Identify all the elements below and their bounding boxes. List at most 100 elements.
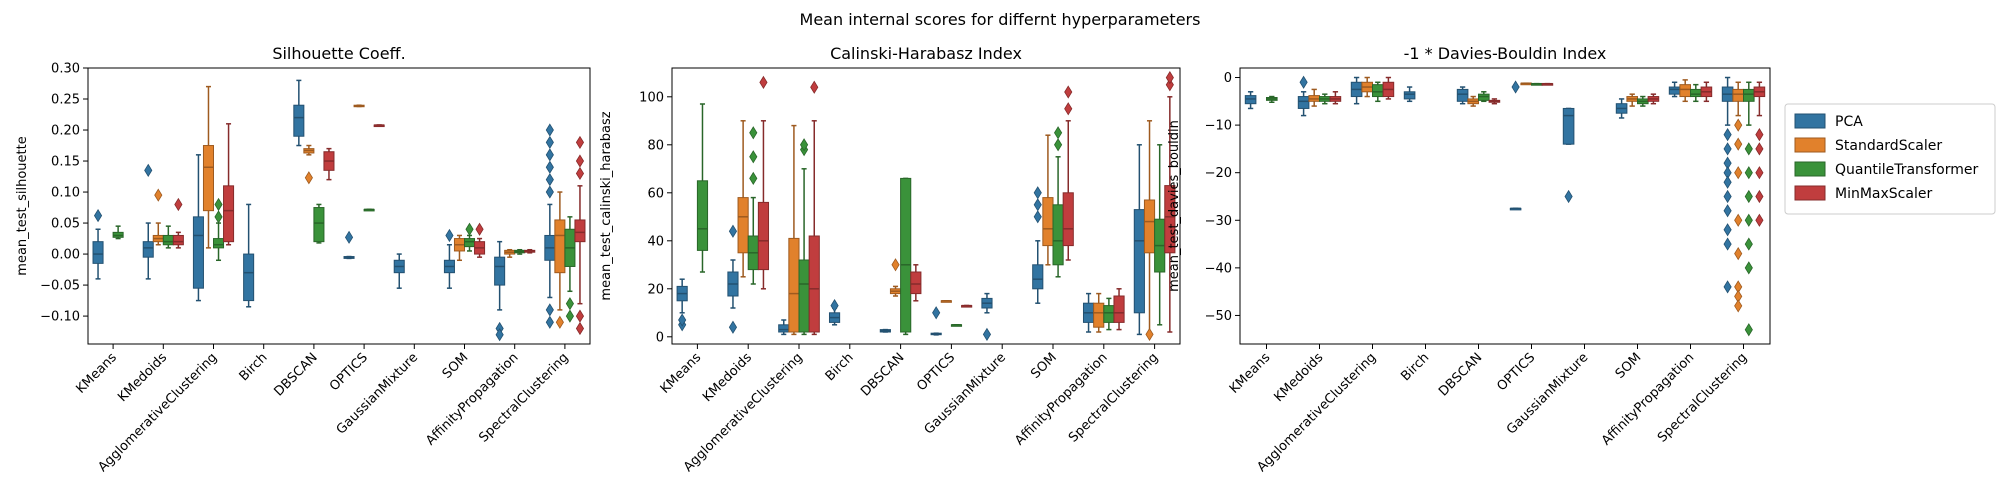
outlier-point bbox=[1744, 323, 1753, 337]
outlier-point bbox=[174, 197, 183, 212]
legend-swatch bbox=[1794, 185, 1826, 201]
y-tick-label: −10 bbox=[1205, 119, 1232, 134]
box-body bbox=[737, 197, 749, 254]
figure-suptitle: Mean internal scores for differnt hyperp… bbox=[800, 10, 1201, 29]
box-KMedoids-MinMaxScaler bbox=[757, 75, 770, 290]
legend-entry: QuantileTransformer bbox=[1794, 161, 1978, 178]
box-body bbox=[313, 207, 325, 243]
y-tick-label: −40 bbox=[1205, 261, 1232, 276]
box-AffinityPropagation-QuantileTransformer bbox=[1690, 83, 1702, 103]
box-body bbox=[464, 238, 476, 248]
y-tick-label: 0.00 bbox=[51, 248, 80, 263]
box-SpectralClustering-PCA bbox=[1721, 76, 1734, 294]
box-OPTICS-MinMaxScaler bbox=[373, 124, 385, 128]
y-tick-label: 0.15 bbox=[51, 155, 80, 170]
outlier-point bbox=[545, 123, 554, 137]
outlier-point bbox=[678, 313, 687, 327]
box-SOM-MinMaxScaler bbox=[1647, 93, 1660, 105]
outlier-point bbox=[1734, 299, 1743, 313]
outlier-point bbox=[1755, 142, 1764, 156]
box-AgglomerativeClustering-PCA bbox=[192, 154, 204, 302]
box-body bbox=[202, 145, 215, 212]
box-body bbox=[1143, 199, 1156, 254]
outlier-point bbox=[830, 298, 839, 313]
box-body bbox=[162, 234, 174, 246]
outlier-point bbox=[1723, 128, 1732, 142]
box-SpectralClustering-PCA bbox=[544, 123, 556, 329]
subplot-title: -1 * Davies-Bouldin Index bbox=[1404, 44, 1607, 63]
outlier-point bbox=[575, 154, 585, 168]
box-body bbox=[778, 324, 790, 333]
box-KMedoids-QuantileTransformer bbox=[162, 225, 174, 249]
outlier-point bbox=[144, 163, 153, 177]
outlier-point bbox=[749, 126, 758, 140]
y-tick-label: 60 bbox=[647, 186, 664, 201]
box-SOM-QuantileTransformer bbox=[1637, 95, 1649, 107]
box-KMeans-QuantileTransformer bbox=[112, 225, 124, 240]
box-body bbox=[243, 253, 255, 302]
outlier-point bbox=[575, 166, 585, 181]
outlier-point bbox=[214, 197, 223, 212]
outlier-point bbox=[1723, 142, 1732, 156]
box-KMeans-PCA bbox=[1244, 91, 1257, 110]
box-body bbox=[788, 237, 800, 333]
box-body bbox=[1743, 88, 1755, 102]
box-AgglomerativeClustering-StandardScaler bbox=[1361, 76, 1374, 98]
legend-entry: PCA bbox=[1794, 113, 1863, 130]
box-DBSCAN-MinMaxScaler bbox=[1488, 98, 1501, 105]
y-tick-label: −50 bbox=[1205, 309, 1232, 324]
outlier-point bbox=[545, 303, 554, 317]
outlier-point bbox=[749, 150, 758, 164]
outlier-point bbox=[1734, 118, 1743, 132]
axes-frame bbox=[1239, 67, 1771, 345]
outlier-point bbox=[1165, 78, 1174, 92]
outlier-point bbox=[445, 228, 454, 243]
subplot-title: Silhouette Coeff. bbox=[272, 44, 405, 63]
subplot-2: 020406080100KMeansKMedoidsAgglomerativeC… bbox=[599, 44, 1181, 475]
box-SpectralClustering-StandardScaler bbox=[554, 191, 566, 329]
outlier-point bbox=[1734, 246, 1743, 261]
box-AffinityPropagation-QuantileTransformer bbox=[514, 248, 526, 255]
outlier-point bbox=[1723, 189, 1732, 204]
box-SOM-PCA bbox=[1615, 98, 1628, 119]
outlier-point bbox=[1511, 80, 1520, 94]
box-body bbox=[808, 235, 820, 333]
outlier-point bbox=[1723, 223, 1732, 237]
subplot-1: −0.10 −0.05 0.00 0.05 0.10 0.15 0.20 0.25 0.30 KM… bbox=[15, 44, 591, 475]
x-tick-label: KMeans bbox=[658, 350, 705, 397]
box-SpectralClustering-QuantileTransformer bbox=[1743, 81, 1755, 337]
y-tick-label: −0.05 bbox=[40, 279, 80, 294]
x-tick-label: SOM bbox=[1613, 350, 1645, 382]
box-AgglomerativeClustering-MinMaxScaler bbox=[808, 80, 820, 336]
legend-label: StandardScaler bbox=[1835, 138, 1942, 154]
x-tick-label: Birch bbox=[1398, 350, 1432, 384]
outlier-point bbox=[545, 315, 554, 329]
outlier-point bbox=[1734, 166, 1743, 180]
box-KMedoids-QuantileTransformer bbox=[1319, 93, 1331, 105]
box-DBSCAN-QuantileTransformer bbox=[313, 203, 325, 244]
box-KMedoids-MinMaxScaler bbox=[172, 197, 184, 249]
outlier-point bbox=[575, 309, 585, 323]
outlier-point bbox=[1299, 75, 1308, 89]
x-tick-label: DBSCAN bbox=[271, 350, 320, 399]
box-DBSCAN-StandardScaler bbox=[303, 144, 315, 185]
box-body bbox=[1732, 88, 1745, 102]
box-body bbox=[757, 201, 770, 271]
box-body bbox=[1042, 197, 1054, 247]
box-body bbox=[900, 177, 912, 333]
box-AgglomerativeClustering-MinMaxScaler bbox=[223, 123, 235, 246]
x-tick-label: SpectralClustering bbox=[476, 350, 571, 445]
outlier-point bbox=[154, 188, 163, 202]
box-SpectralClustering-QuantileTransformer bbox=[564, 216, 576, 323]
box-KMedoids-StandardScaler bbox=[737, 120, 749, 278]
box-body bbox=[192, 216, 204, 289]
box-KMedoids-PCA bbox=[1297, 75, 1310, 117]
box-body bbox=[1093, 302, 1105, 328]
box-OPTICS-StandardScaler bbox=[940, 300, 952, 303]
y-tick-label: 20 bbox=[647, 282, 664, 297]
y-axis-label: mean_test_silhouette bbox=[15, 136, 30, 275]
x-tick-label: AffinityPropagation bbox=[1012, 350, 1110, 448]
box-DBSCAN-QuantileTransformer bbox=[1478, 91, 1490, 103]
box-Birch-PCA bbox=[1403, 86, 1416, 103]
x-tick-label: OPTICS bbox=[327, 350, 371, 394]
